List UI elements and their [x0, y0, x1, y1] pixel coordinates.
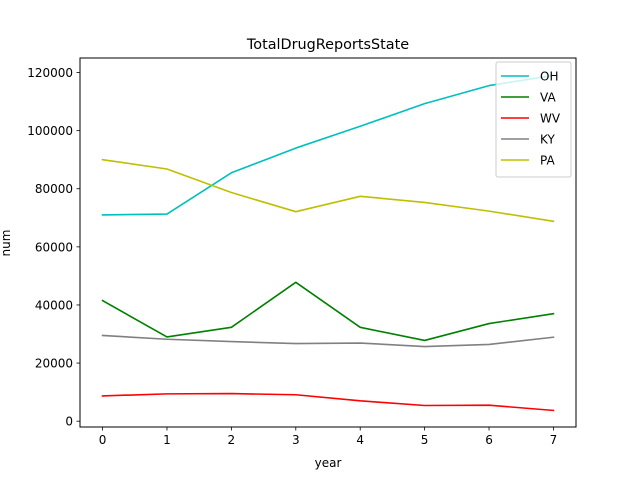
legend-label-pa: PA [540, 154, 555, 168]
y-tick-label: 80000 [35, 182, 73, 196]
y-tick-label: 60000 [35, 240, 73, 254]
series-line-va [101, 281, 555, 342]
x-tick-label: 1 [163, 433, 171, 447]
x-tick-label: 7 [550, 433, 558, 447]
x-tick-label: 3 [292, 433, 300, 447]
legend-box [495, 61, 572, 178]
series-line-oh [101, 74, 555, 216]
x-tick-label: 6 [485, 433, 493, 447]
y-tick-label: 20000 [35, 357, 73, 371]
x-tick-label: 5 [421, 433, 429, 447]
x-axis-label: year [315, 456, 342, 470]
ticks-layer: 0 1 2 3 4 5 6 7 0 20000 40000 60000 80000 100000 12000… [27, 66, 557, 447]
y-tick-label: 40000 [35, 298, 73, 312]
x-tick-label: 4 [356, 433, 364, 447]
y-tick-label: 0 [65, 415, 73, 429]
legend-label-wv: WV [540, 112, 561, 126]
chart-title: TotalDrugReportsState [246, 37, 409, 53]
series-line-pa [101, 158, 555, 223]
x-tick-label: 2 [228, 433, 236, 447]
legend-label-oh: OH [540, 70, 558, 84]
y-tick-label: 120000 [27, 66, 73, 80]
series-lines [101, 74, 555, 412]
legend: OH VA WV KY PA [495, 61, 572, 178]
y-axis-label: num [0, 230, 13, 257]
x-tick-label: 0 [99, 433, 107, 447]
legend-label-ky: KY [540, 133, 555, 147]
series-line-ky [101, 334, 555, 348]
axes-frame [79, 57, 577, 428]
series-line-wv [101, 392, 555, 412]
y-tick-label: 100000 [27, 124, 73, 138]
legend-label-va: VA [540, 91, 556, 105]
